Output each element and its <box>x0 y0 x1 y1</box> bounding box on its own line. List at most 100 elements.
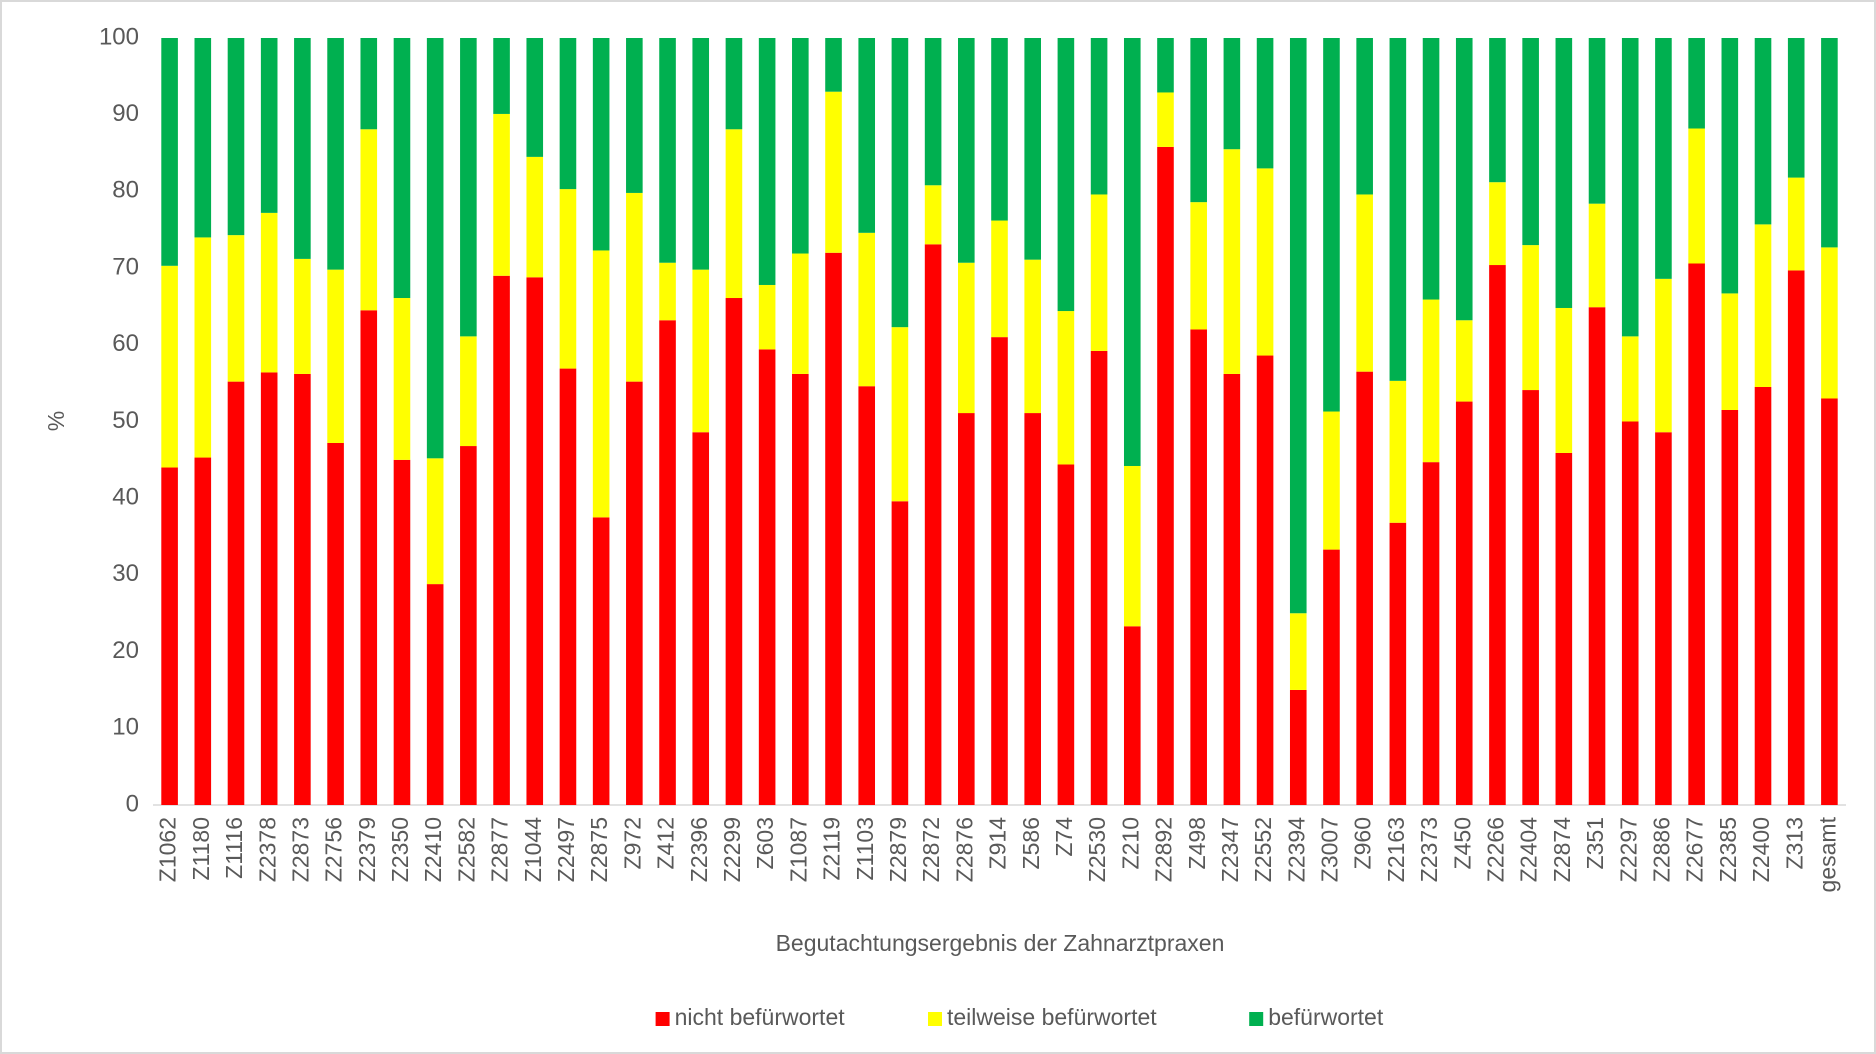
x-tick-label: Z2373 <box>1416 817 1442 882</box>
bar-segment <box>1489 265 1506 806</box>
x-tick-label: Z2582 <box>453 817 479 882</box>
x-tick-label: Z2410 <box>420 817 446 882</box>
y-axis-title: % <box>43 411 69 431</box>
legend-label: befürwortet <box>1268 1004 1384 1030</box>
bar-segment <box>1323 38 1340 412</box>
x-tick-label: Z1044 <box>520 817 546 882</box>
x-tick-label: Z2875 <box>586 817 612 882</box>
bar-segment <box>1356 38 1373 195</box>
bar-segment <box>559 189 577 369</box>
x-tick-label: Z1103 <box>852 817 878 881</box>
bar-segment <box>294 373 311 805</box>
bar-segment <box>1057 311 1075 465</box>
bar-segment <box>426 584 444 805</box>
bar-segment <box>393 38 411 299</box>
bar-segment <box>1157 92 1174 147</box>
bar-segment <box>1754 224 1772 387</box>
bar-segment <box>260 38 278 213</box>
x-tick-label: Z2552 <box>1250 817 1276 882</box>
bar-segment <box>260 372 278 805</box>
bar-segment <box>1389 380 1407 523</box>
x-tick-label: Z586 <box>1018 817 1044 869</box>
bar-segment <box>1455 320 1473 402</box>
x-tick-label: Z2297 <box>1615 817 1641 882</box>
bar-segment <box>958 413 975 805</box>
bar-segment <box>426 458 444 585</box>
x-tick-label: Z2892 <box>1151 817 1177 882</box>
bar-segment <box>792 253 809 374</box>
bar-segment <box>227 235 245 382</box>
bar-segment <box>393 459 411 805</box>
bar-segment <box>858 386 876 805</box>
bar-segment <box>659 320 676 805</box>
x-tick-label: Z603 <box>752 817 778 869</box>
bar-segment <box>692 269 710 433</box>
bar-segment <box>1256 168 1274 356</box>
bar-segment <box>1223 373 1241 805</box>
bar-segment <box>360 310 378 805</box>
bar-segment <box>1787 177 1805 271</box>
bar-segment <box>1621 421 1639 805</box>
bar-segment <box>1123 626 1141 805</box>
bar-segment <box>1090 38 1108 195</box>
bar-segment <box>1555 307 1573 453</box>
bar-segment <box>526 277 544 806</box>
bar-segment <box>1688 38 1705 129</box>
bar-segment <box>1323 549 1340 805</box>
bar-segment <box>1389 522 1407 805</box>
bar-segment <box>1621 336 1639 422</box>
x-tick-label: Z2876 <box>951 817 977 882</box>
x-tick-label: Z2872 <box>918 817 944 882</box>
bar-segment <box>559 38 577 190</box>
bar-segment <box>460 336 477 447</box>
bar-segment <box>659 262 676 321</box>
x-tick-label: Z2378 <box>254 817 280 882</box>
bar-segment <box>1223 149 1241 374</box>
bar-segment <box>161 265 178 468</box>
x-tick-label: Z2873 <box>287 817 313 882</box>
bar-segment <box>294 258 311 374</box>
bar-segment <box>1655 432 1672 805</box>
x-tick-label: Z2299 <box>719 817 745 882</box>
bar-segment <box>1024 413 1041 805</box>
x-tick-label: Z914 <box>985 817 1011 870</box>
bar-segment <box>1489 38 1506 183</box>
bar-segment <box>1588 203 1606 308</box>
bar-segment <box>1190 329 1207 805</box>
bar-segment <box>227 38 245 236</box>
bar-segment <box>327 442 344 805</box>
bar-segment <box>1821 398 1838 805</box>
bar-segment <box>460 446 477 805</box>
bar-segment <box>227 381 245 805</box>
x-tick-label: Z2385 <box>1715 817 1741 882</box>
x-tick-label: Z2350 <box>387 817 413 882</box>
bar-segment <box>559 368 577 805</box>
bar-segment <box>858 38 876 233</box>
bar-segment <box>1389 38 1407 381</box>
bar-segment <box>1256 38 1274 169</box>
x-tick-label: Z2404 <box>1516 817 1542 882</box>
bar-segment <box>825 91 842 253</box>
bar-segment <box>194 457 212 805</box>
bar-segment <box>592 250 610 518</box>
bar-segment <box>1621 38 1639 337</box>
bar-segment <box>1356 371 1373 805</box>
bar-segment <box>692 432 710 805</box>
bar-segment <box>1655 278 1672 433</box>
bar-segment <box>493 113 510 276</box>
x-tick-label: Z450 <box>1449 817 1475 869</box>
bar-segment <box>958 38 975 263</box>
bar-segment <box>1123 465 1141 627</box>
bar-segment <box>1057 38 1075 312</box>
legend-swatch <box>928 1012 942 1026</box>
bar-segment <box>692 38 710 270</box>
x-tick-label: Z2379 <box>354 817 380 882</box>
x-tick-label: Z351 <box>1582 817 1608 869</box>
bar-segment <box>1455 401 1473 805</box>
bar-segment <box>991 38 1008 221</box>
bar-segment <box>327 269 344 443</box>
bar-segment <box>1289 613 1307 690</box>
bar-segment <box>1721 38 1739 294</box>
bar-segment <box>1190 38 1207 203</box>
